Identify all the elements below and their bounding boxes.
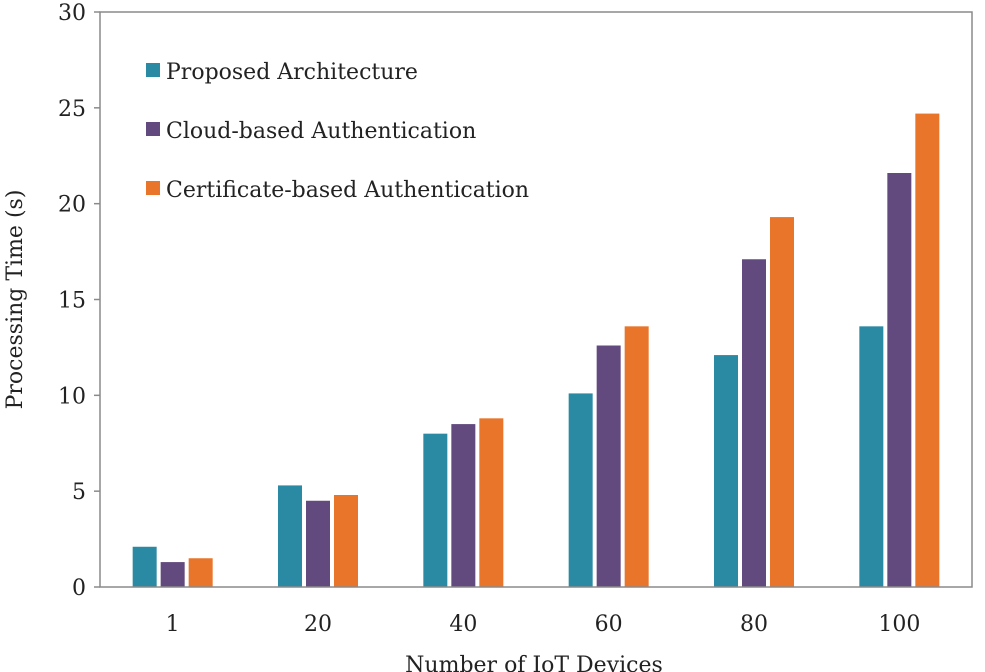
x-tick-label: 100 (878, 612, 920, 637)
x-axis-title: Number of IoT Devices (405, 653, 663, 672)
bar-proposed-60 (568, 393, 593, 587)
y-tick-label: 0 (72, 576, 86, 601)
y-tick-label: 20 (58, 193, 86, 218)
legend-swatch (146, 122, 160, 136)
x-tick-label: 1 (166, 612, 180, 637)
bar-cloud-1 (160, 562, 185, 587)
y-axis-ticks: 0 5 10 15 20 25 30 (58, 1, 100, 601)
x-tick-label: 80 (740, 612, 768, 637)
bar-cloud-40 (451, 424, 476, 587)
y-tick-label: 25 (58, 97, 86, 122)
y-tick-label: 15 (58, 289, 86, 314)
x-axis-ticks: 1 20 40 60 80 100 (166, 612, 921, 637)
legend-label: Certificate-based Authentication (166, 178, 529, 203)
bar-proposed-100 (859, 326, 884, 587)
bar-certificate-60 (624, 326, 649, 587)
bar-certificate-1 (188, 558, 213, 587)
bar-cloud-100 (887, 173, 912, 587)
legend: Proposed Architecture Cloud-based Authent… (146, 60, 529, 203)
x-tick-label: 40 (449, 612, 477, 637)
legend-label: Cloud-based Authentication (166, 119, 476, 144)
legend-label: Proposed Architecture (166, 60, 418, 85)
y-tick-label: 30 (58, 1, 86, 26)
bars-group (132, 113, 940, 588)
bar-certificate-100 (915, 113, 940, 587)
legend-swatch (146, 181, 160, 195)
bar-cloud-60 (596, 345, 621, 587)
bar-cloud-20 (306, 500, 330, 587)
y-tick-label: 5 (72, 480, 86, 505)
plot-frame (99, 11, 973, 588)
bar-cloud-80 (742, 259, 766, 587)
x-tick-label: 60 (595, 612, 623, 637)
bar-certificate-40 (479, 418, 504, 587)
bar-proposed-40 (423, 433, 448, 587)
y-tick-label: 10 (58, 384, 86, 409)
bar-proposed-1 (132, 546, 157, 587)
x-tick-label: 20 (304, 612, 332, 637)
bar-certificate-80 (770, 217, 794, 588)
bar-proposed-80 (714, 355, 738, 587)
y-axis-title: Processing Time (s) (3, 190, 28, 410)
bar-proposed-20 (278, 485, 302, 587)
bar-certificate-20 (334, 495, 358, 587)
legend-swatch (146, 63, 160, 77)
